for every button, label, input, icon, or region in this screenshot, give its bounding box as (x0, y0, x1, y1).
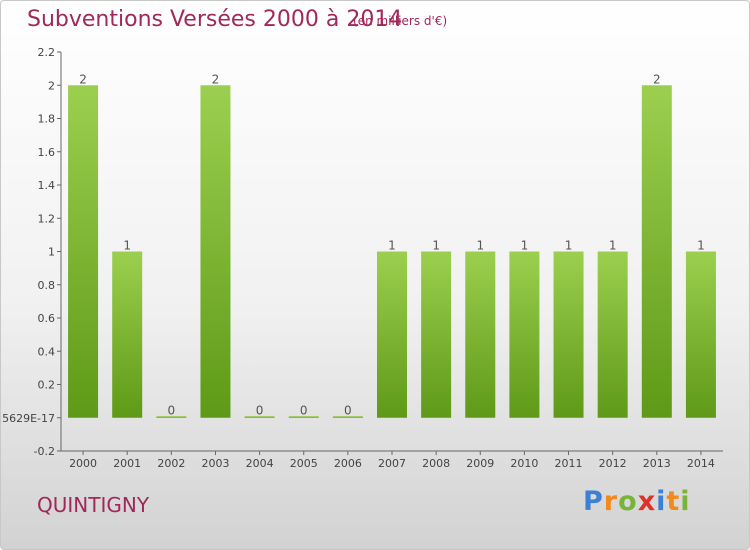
commune-name: QUINTIGNY (37, 493, 150, 517)
logo-letter: x (637, 486, 657, 517)
bar-value-label: 0 (256, 403, 264, 417)
x-tick-label: 2003 (201, 457, 229, 470)
unit-label: (en milliers d'€) (353, 14, 448, 28)
logo-letter: i (680, 486, 691, 517)
y-tick-label: 0.6 (38, 312, 56, 325)
bar-value-label: 2 (653, 72, 661, 86)
bar-value-label: 1 (609, 239, 617, 253)
y-tick-label: 2.2 (38, 46, 56, 59)
x-tick-label: 2012 (599, 457, 627, 470)
y-tick-label: 1.8 (38, 113, 56, 126)
y-tick-label: 2 (48, 79, 55, 92)
bar (68, 85, 99, 418)
bar-value-label: 1 (476, 239, 484, 253)
bar (156, 416, 187, 418)
bar-value-label: 0 (300, 403, 308, 417)
x-tick-label: 2014 (687, 457, 715, 470)
bar (641, 85, 672, 418)
x-tick-label: 2011 (555, 457, 583, 470)
x-tick-label: 2013 (643, 457, 671, 470)
bar (288, 416, 319, 418)
bar-value-label: 0 (344, 403, 352, 417)
bar (200, 85, 231, 418)
bar-value-label: 1 (697, 239, 705, 253)
bar (509, 251, 540, 418)
x-tick-label: 2002 (157, 457, 185, 470)
bar (377, 251, 407, 418)
bar (553, 251, 584, 418)
bar-value-label: 1 (565, 239, 573, 253)
bar (465, 251, 496, 418)
y-tick-label: -1.15629E-17 (1, 412, 55, 425)
bar-value-label: 2 (212, 72, 220, 86)
bar (597, 251, 628, 418)
bar (332, 416, 363, 418)
y-tick-label: 1.4 (38, 179, 56, 192)
y-tick-label: 0.8 (38, 279, 56, 292)
y-tick-label: 1.6 (38, 146, 56, 159)
x-tick-label: 2007 (378, 457, 406, 470)
bar-value-label: 1 (388, 239, 396, 253)
chart-title: Subventions Versées 2000 à 2014 (27, 7, 403, 32)
y-tick-label: 0.4 (38, 345, 56, 358)
x-tick-label: 2001 (113, 457, 141, 470)
bars-group: 2 1 0 2 0 0 0 1 1 1 1 1 1 2 1 (68, 72, 716, 418)
logo-letter: o (618, 486, 638, 517)
bar-value-label: 1 (521, 239, 529, 253)
bar (421, 251, 452, 418)
y-tick-label: 1 (48, 246, 55, 259)
bar (112, 251, 143, 418)
y-tick-label: 0.2 (38, 379, 56, 392)
logo-letter: r (603, 486, 619, 517)
bar-value-label: 0 (168, 403, 176, 417)
x-tick-label: 2004 (246, 457, 274, 470)
bar-value-label: 1 (123, 239, 131, 253)
logo-letter: t (666, 486, 681, 517)
y-tick-label: -0.2 (34, 445, 55, 458)
axes-group: -0.2 -1.15629E-17 0.2 0.4 0.6 0.8 1 1.2 1.4 1.6 1.… (1, 46, 723, 470)
x-tick-label: 2006 (334, 457, 362, 470)
logo-letter: P (583, 486, 604, 517)
y-tick-label: 1.2 (38, 212, 56, 225)
x-tick-label: 2010 (510, 457, 538, 470)
bar-value-label: 1 (432, 239, 440, 253)
logo-letter: i (656, 486, 667, 517)
x-tick-label: 2009 (466, 457, 494, 470)
proxiti-logo: Proxiti (583, 486, 691, 517)
bar (685, 251, 716, 418)
x-tick-label: 2008 (422, 457, 450, 470)
bar-value-label: 2 (79, 72, 87, 86)
x-tick-label: 2000 (69, 457, 97, 470)
bar (244, 416, 275, 418)
x-tick-label: 2005 (290, 457, 318, 470)
